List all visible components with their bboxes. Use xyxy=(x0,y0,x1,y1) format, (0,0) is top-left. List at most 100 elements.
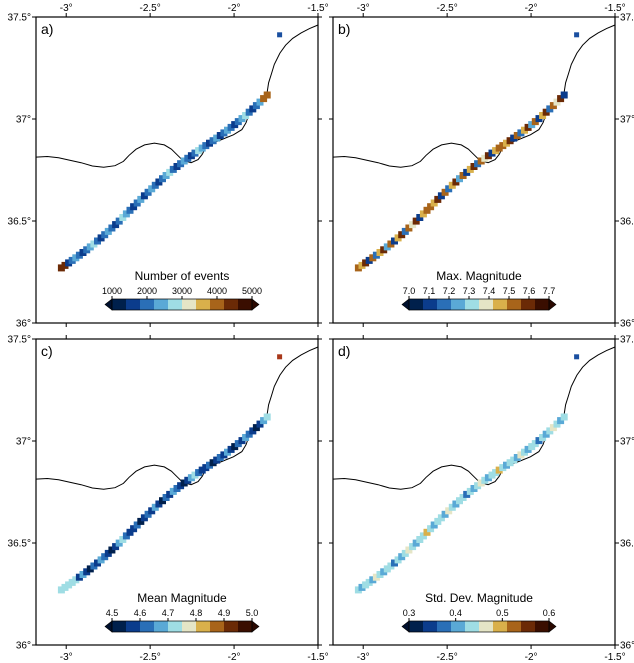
fault-cell xyxy=(101,553,109,561)
coastline xyxy=(35,346,319,490)
fault-cell xyxy=(539,434,547,441)
colorbar-swatch xyxy=(423,299,438,310)
panel-tag: a) xyxy=(41,21,53,37)
colorbar-swatch xyxy=(210,299,225,310)
colorbar-swatch xyxy=(479,299,494,310)
fault-cell xyxy=(391,237,398,245)
lon-tick-label: -1.5° xyxy=(307,652,328,663)
fault-cell xyxy=(224,126,231,134)
fault-cell xyxy=(466,165,474,173)
fault-cell xyxy=(184,154,192,162)
fault-cell xyxy=(79,249,87,256)
colorbar-swatch xyxy=(507,621,522,632)
fault-cell xyxy=(126,206,134,214)
fault-cell xyxy=(75,573,83,581)
lat-tick-label: 37° xyxy=(16,115,31,126)
fault-cell xyxy=(503,461,510,469)
colorbar-swatch xyxy=(182,621,197,632)
fault-cell xyxy=(65,581,73,589)
colorbar-tick-label: 0.4 xyxy=(449,608,462,618)
fault-cell xyxy=(560,91,568,99)
fault-cell xyxy=(495,466,503,474)
panel-b: -3° -2.5° -2° -1.5°37.5° 37° 36.5° 36° b) Max. M… xyxy=(329,3,634,330)
colorbar-swatch xyxy=(168,621,183,632)
fault-cell xyxy=(401,227,409,235)
fault-cell xyxy=(126,528,134,536)
fault-cells xyxy=(57,413,271,594)
lon-tick-label: -2° xyxy=(228,652,241,663)
lon-tick-label: -2.5° xyxy=(140,3,161,14)
colorbar-swatch xyxy=(451,299,466,310)
fault-cell xyxy=(256,420,264,428)
fault-cell xyxy=(130,203,138,211)
lat-tick-label: 36° xyxy=(620,319,634,330)
fault-cell xyxy=(159,497,166,505)
fault-cell xyxy=(365,256,373,264)
fault-cell xyxy=(510,134,518,142)
colorbar-tick-label: 0.3 xyxy=(403,608,416,618)
colorbar-swatch xyxy=(423,621,438,632)
fault-cell xyxy=(104,227,112,235)
fault-cell xyxy=(452,178,460,186)
fault-cell xyxy=(405,224,413,232)
colorbar: Number of events 1000 2000 3000 4000 5000 xyxy=(102,269,262,311)
fault-cell xyxy=(546,427,554,435)
colorbar-swatch xyxy=(535,299,550,310)
fault-cell xyxy=(184,476,192,484)
fault-cells xyxy=(57,91,271,272)
fault-cell xyxy=(380,568,388,576)
colorbar-swatch xyxy=(126,621,141,632)
lat-tick-label: 36° xyxy=(16,319,31,330)
coastline xyxy=(35,24,319,168)
fault-cell xyxy=(209,137,217,145)
panel-tag: d) xyxy=(338,343,350,359)
fault-cell xyxy=(104,549,112,557)
colorbar-tick-label: 3000 xyxy=(172,286,192,296)
fault-cell xyxy=(162,172,170,179)
fault-cell xyxy=(409,543,417,551)
fault-cell xyxy=(394,556,402,564)
fault-cell xyxy=(83,246,91,254)
colorbar: Mean Magnitude 4.5 4.6 4.7 4.8 4.9 5.0 xyxy=(104,591,260,633)
colorbar-tick-label: 7.5 xyxy=(503,286,516,296)
fault-cell xyxy=(115,217,123,225)
fault-cell xyxy=(463,490,471,498)
lat-tick-label: 37° xyxy=(620,115,634,126)
fault-cell xyxy=(169,487,177,495)
fault-cell xyxy=(260,417,268,425)
fault-cell xyxy=(209,459,217,467)
fault-cell xyxy=(394,234,402,242)
colorbar-tick-label: 4.7 xyxy=(162,608,175,618)
fault-cell xyxy=(213,456,221,464)
fault-cell xyxy=(470,485,478,492)
lat-tick-label: 36.5° xyxy=(8,217,31,228)
fault-cell xyxy=(524,123,532,131)
fault-cell xyxy=(195,469,203,477)
fault-cell xyxy=(119,536,127,543)
fault-cell xyxy=(180,157,188,165)
fault-cell xyxy=(380,246,388,254)
fault-cell xyxy=(191,149,199,157)
fault-cell xyxy=(456,497,463,505)
fault-cell xyxy=(202,142,210,150)
fault-cell xyxy=(430,199,438,207)
colorbar-swatch xyxy=(126,299,141,310)
colorbar-swatch xyxy=(196,299,211,310)
colorbar-swatch xyxy=(437,621,452,632)
fault-cell xyxy=(499,464,507,472)
fault-cell xyxy=(445,185,453,193)
fault-cell xyxy=(252,424,260,432)
colorbar: Std. Dev. Magnitude 0.3 0.4 0.5 0.6 xyxy=(401,591,557,633)
fault-cell xyxy=(238,115,246,123)
colorbar-tick-label: 7.7 xyxy=(543,286,556,296)
fault-cell xyxy=(434,517,442,525)
colorbar-title: Mean Magnitude xyxy=(137,591,227,605)
fault-cell xyxy=(405,546,413,554)
fault-cell xyxy=(97,234,105,242)
fault-cell xyxy=(383,243,391,251)
colorbar-outline xyxy=(408,620,550,633)
fault-cell xyxy=(521,448,528,456)
isolated-cell xyxy=(277,32,283,38)
fault-cell xyxy=(412,217,420,225)
fault-cell xyxy=(477,479,485,487)
